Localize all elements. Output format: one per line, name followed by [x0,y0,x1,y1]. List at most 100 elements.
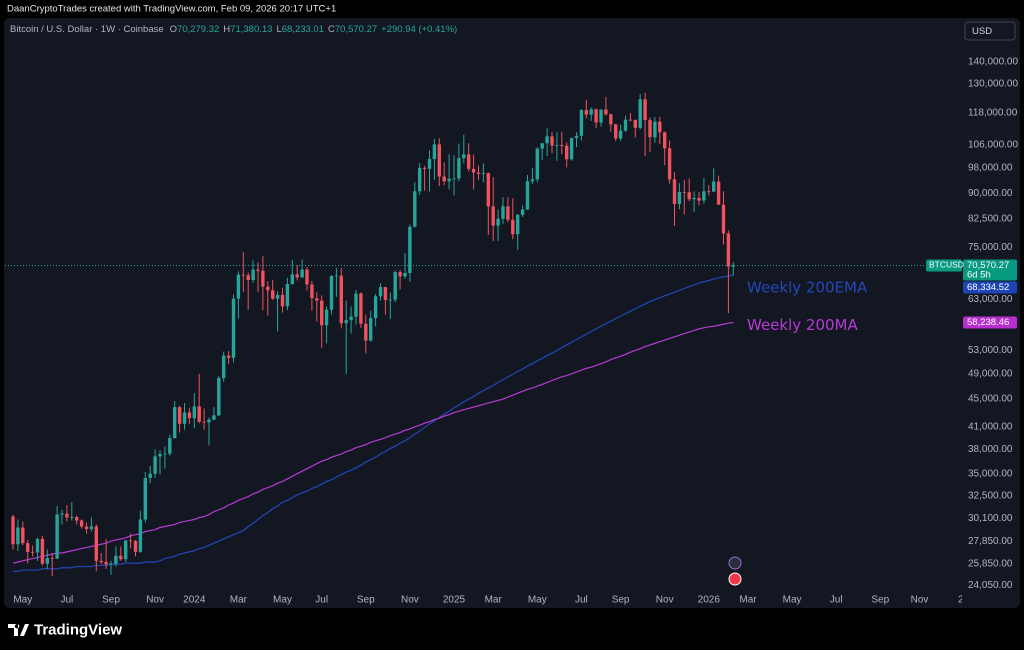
x-tick-label: Nov [146,595,164,606]
candle-body [60,513,64,515]
x-tick-label: May [783,595,802,606]
candle-body [692,197,696,200]
candle-body [369,318,373,341]
y-tick-label: 30,100.00 [968,513,1013,524]
candle-body [643,99,647,120]
candle-body [663,132,667,149]
candle-body [658,121,662,133]
event-icon [728,556,742,570]
candle-body [569,137,574,160]
candle-body [432,144,437,159]
x-tick-label: Nov [656,595,674,606]
y-tick-label: 53,000.00 [968,345,1013,356]
price-badge [963,281,1017,294]
candle-body [712,181,716,192]
candle-body [280,294,285,307]
candle-body [271,290,275,299]
candle-body [344,320,348,324]
candle-body [599,109,603,123]
candle-body [496,218,500,226]
candle-body [45,558,49,564]
candle-body [506,206,510,220]
currency-button[interactable]: USD [964,21,1016,41]
currency-label[interactable]: USD [972,26,992,37]
candle-body [173,407,177,439]
y-tick-label: 130,000.00 [968,79,1018,90]
candle-body [99,560,103,562]
candle-body [486,173,490,207]
series-annotation: Weekly 200MA [747,316,858,334]
currency-button-frame[interactable] [964,21,1016,41]
candle-body [545,136,549,144]
symbol-legend: Bitcoin / U.S. Dollar · 1W · Coinbase O70… [10,24,457,35]
candle-body [447,178,451,182]
candle-body [109,563,113,565]
candle-body [697,197,701,201]
candle-body [574,135,579,138]
candle-body [275,294,280,299]
symbol-tag-label: BTCUSD [929,260,964,270]
candle-body [623,119,628,131]
candle-body [256,269,260,271]
candle-body [457,158,461,179]
y-tick-label: 45,000.00 [968,394,1013,405]
symbol-name: Bitcoin / U.S. Dollar · 1W · Coinbase [10,24,164,35]
y-tick-label: 98,000.00 [968,163,1013,174]
candle-body [104,561,108,565]
candle-body [148,473,152,478]
price-badge [963,259,1017,281]
x-tick-label: 20 [958,595,970,606]
y-tick-label: 24,050.00 [968,580,1013,591]
candle-body [418,167,422,192]
candle-body [501,206,505,219]
candle-body [217,378,221,416]
candle-body [11,516,15,545]
candle-body [65,513,69,518]
x-tick-label: Nov [401,595,419,606]
candle-body [413,191,417,227]
candle-body [182,412,187,424]
candle-body [702,191,706,201]
candle-body [520,209,525,215]
candle-body [339,275,343,324]
candle-body [251,269,255,280]
time-axis: May Jul Sep Nov 2024 Mar May Jul Sep Nov 2025 Mar Ma… [13,595,970,606]
candle-body [305,269,309,285]
candle-body [207,419,211,423]
price-badge-label: 70,570.27 [967,260,1009,271]
chart-panel [4,18,1020,608]
candle-body [119,555,123,560]
x-tick-label: Jul [315,595,328,606]
x-tick-label: Mar [739,595,757,606]
event-icons [728,556,742,586]
x-tick-label: May [13,595,32,606]
candle-body [30,551,35,553]
price-axis: 140,000.00 130,000.00 118,000.00 106,000.00… [926,57,1018,591]
candle-body [378,287,383,297]
candle-body [300,269,304,278]
candle-body [589,109,593,115]
candle-body [579,110,584,136]
candle-body [731,265,735,267]
candle-body [226,355,231,358]
candle-body [535,148,539,180]
candle-body [359,293,363,324]
price-badge-countdown: 6d 5h [967,269,991,280]
candle-body [672,179,677,204]
candle-body [75,517,79,521]
candle-body [667,148,672,180]
candle-body [290,274,294,284]
candle-body [383,287,388,301]
candle-body [633,119,637,128]
plot-area [5,92,962,577]
candle-body [398,272,402,277]
y-tick-label: 35,000.00 [968,468,1013,479]
symbol-tag [926,259,962,272]
candle-body [476,172,481,174]
candle-body [471,168,476,173]
y-tick-label: 118,000.00 [968,107,1018,118]
x-tick-label: 2024 [183,595,206,606]
candle-body [442,176,446,182]
x-tick-label: Sep [102,595,120,606]
candle-body [241,274,245,276]
